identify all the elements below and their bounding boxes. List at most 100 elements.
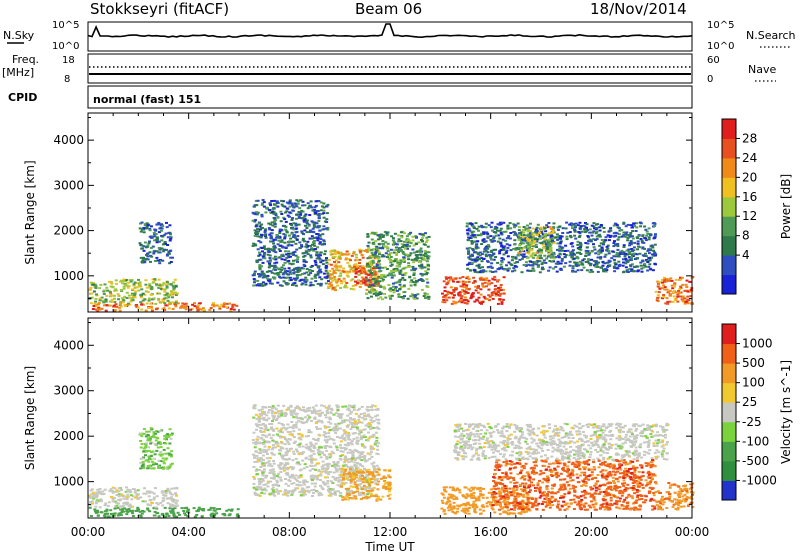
data-cell bbox=[152, 252, 156, 255]
data-cell bbox=[345, 444, 349, 447]
data-cell bbox=[358, 451, 362, 454]
data-cell bbox=[554, 265, 558, 268]
data-cell bbox=[303, 463, 307, 466]
data-cell bbox=[334, 263, 338, 266]
data-cell bbox=[270, 488, 274, 491]
data-cell bbox=[273, 217, 277, 220]
data-cell bbox=[297, 428, 301, 431]
data-cell bbox=[552, 260, 555, 263]
data-cell bbox=[165, 285, 169, 288]
data-cell bbox=[253, 279, 257, 282]
data-cell bbox=[482, 231, 485, 234]
data-cell bbox=[377, 427, 381, 430]
data-cell bbox=[381, 236, 385, 238]
data-cell bbox=[624, 232, 628, 235]
data-cell bbox=[174, 294, 178, 296]
data-cell bbox=[357, 279, 360, 282]
data-cell bbox=[162, 288, 166, 291]
data-cell bbox=[358, 474, 362, 477]
data-cell bbox=[414, 254, 418, 257]
data-cell bbox=[590, 250, 594, 253]
data-cell bbox=[397, 240, 401, 243]
data-cell bbox=[103, 510, 107, 513]
data-cell bbox=[395, 243, 399, 246]
data-cell bbox=[125, 284, 129, 287]
data-cell bbox=[505, 249, 509, 252]
data-cell bbox=[286, 423, 290, 426]
data-cell bbox=[422, 295, 426, 297]
data-cell bbox=[408, 276, 412, 279]
data-cell bbox=[153, 279, 157, 282]
data-cell bbox=[209, 513, 213, 516]
data-cell bbox=[258, 225, 262, 228]
data-cell bbox=[312, 226, 316, 229]
data-cell bbox=[97, 303, 100, 306]
data-cell bbox=[601, 248, 604, 251]
data-cell bbox=[298, 268, 302, 271]
data-cell bbox=[313, 439, 317, 441]
data-cell bbox=[589, 269, 593, 271]
data-cell bbox=[309, 266, 313, 269]
data-cell bbox=[526, 269, 530, 272]
data-cell bbox=[313, 411, 317, 414]
data-cell bbox=[410, 258, 414, 261]
data-cell bbox=[266, 253, 270, 256]
data-cell bbox=[287, 240, 291, 243]
data-cell bbox=[193, 305, 197, 308]
data-cell bbox=[343, 448, 347, 451]
data-cell bbox=[292, 205, 296, 208]
data-cell bbox=[420, 257, 424, 260]
data-cell bbox=[621, 258, 625, 261]
data-cell bbox=[195, 514, 199, 516]
data-cell bbox=[88, 506, 92, 509]
data-cell bbox=[356, 428, 360, 431]
data-cell bbox=[582, 258, 586, 261]
data-cell bbox=[482, 285, 486, 288]
data-cell bbox=[180, 304, 184, 307]
data-cell bbox=[256, 235, 260, 238]
data-cell bbox=[171, 499, 174, 502]
data-cell bbox=[231, 306, 235, 308]
data-cell bbox=[175, 487, 179, 490]
data-cell bbox=[355, 441, 359, 444]
data-cell bbox=[221, 513, 225, 516]
data-cell bbox=[367, 273, 371, 276]
data-cell bbox=[317, 214, 321, 217]
data-cell bbox=[552, 227, 555, 230]
data-cell bbox=[280, 427, 284, 430]
data-cell bbox=[338, 266, 342, 269]
data-cell bbox=[574, 270, 578, 273]
data-cell bbox=[324, 416, 328, 419]
data-cell bbox=[552, 253, 556, 256]
data-cell bbox=[319, 238, 323, 241]
data-cell bbox=[170, 433, 174, 436]
data-cell bbox=[259, 486, 263, 489]
data-cell bbox=[332, 271, 336, 274]
data-cell bbox=[475, 227, 479, 230]
data-cell bbox=[662, 295, 666, 298]
data-cell bbox=[346, 408, 350, 411]
data-cell bbox=[579, 242, 583, 245]
data-cell bbox=[369, 291, 373, 294]
data-cell bbox=[510, 259, 514, 262]
data-cell bbox=[169, 511, 173, 514]
data-cell bbox=[531, 252, 535, 255]
data-cell bbox=[268, 282, 272, 285]
data-cell bbox=[449, 286, 453, 289]
data-cell bbox=[642, 254, 646, 257]
data-cell bbox=[92, 493, 96, 496]
data-cell bbox=[443, 301, 447, 304]
data-cell bbox=[361, 270, 365, 273]
data-cell bbox=[126, 511, 130, 513]
data-cell bbox=[536, 249, 540, 252]
data-cell bbox=[153, 510, 157, 513]
data-cell bbox=[151, 467, 154, 470]
data-cell bbox=[394, 246, 398, 249]
data-cell bbox=[534, 237, 537, 240]
data-cell bbox=[562, 253, 566, 256]
data-cell bbox=[392, 237, 395, 240]
data-cell bbox=[327, 406, 331, 409]
data-cell bbox=[620, 249, 624, 252]
data-cell bbox=[478, 258, 481, 260]
data-cell bbox=[161, 243, 165, 246]
